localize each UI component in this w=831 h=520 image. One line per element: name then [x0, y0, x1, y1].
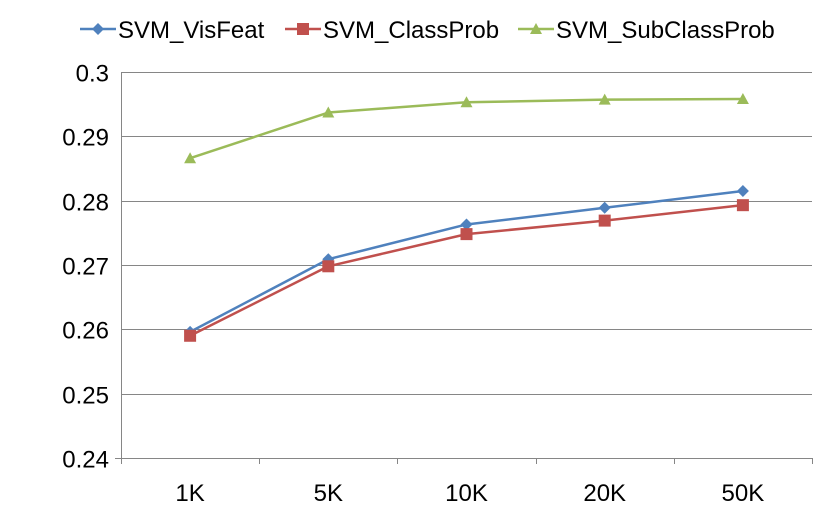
y-tick-label: 0.27	[62, 254, 109, 281]
data-point	[322, 106, 335, 118]
legend-item: SVM_ClassProb	[285, 17, 499, 44]
grid-layer	[121, 72, 812, 395]
x-tick-label: 20K	[583, 480, 626, 507]
data-point	[598, 93, 611, 105]
axis-layer: 0.24 0.25 0.26 0.27 0.28 0.29 0.3 1K 5K 10K 20K 50K	[62, 61, 813, 507]
data-point	[460, 96, 473, 108]
data-point	[460, 218, 473, 231]
legend-marker	[530, 23, 542, 34]
legend-label: SVM_ClassProb	[323, 17, 499, 44]
data-point	[184, 152, 197, 164]
data-point	[736, 199, 749, 212]
legend-item: SVM_SubClassProb	[518, 17, 775, 44]
data-point	[736, 185, 749, 198]
y-tick-label: 0.25	[62, 383, 109, 410]
y-tick-label: 0.28	[62, 190, 109, 217]
series-svm-subclassprob	[184, 93, 749, 164]
x-tick-label: 10K	[445, 480, 488, 507]
legend-item: SVM_VisFeat	[80, 17, 265, 44]
data-point	[322, 260, 335, 273]
series-layer	[184, 93, 749, 342]
x-tick-label: 50K	[722, 480, 765, 507]
y-tick-label: 0.26	[62, 318, 109, 345]
data-point	[460, 228, 473, 241]
data-point	[598, 214, 611, 227]
y-tick-label: 0.29	[62, 125, 109, 152]
series-svm-classprob	[184, 199, 749, 342]
legend-marker	[297, 23, 309, 35]
series-line	[189, 97, 743, 160]
y-tick-label: 0.3	[76, 61, 109, 88]
x-tick-label: 1K	[175, 480, 204, 507]
legend-label: SVM_SubClassProb	[556, 17, 775, 44]
data-point	[598, 201, 611, 214]
legend-marker	[92, 23, 104, 35]
legend-label: SVM_VisFeat	[118, 17, 265, 44]
y-tick-label: 0.24	[62, 447, 109, 474]
series-line	[189, 189, 744, 334]
legend: SVM_VisFeat SVM_ClassProb SVM_SubClassProb	[80, 17, 775, 44]
x-tick-label: 5K	[314, 480, 343, 507]
data-point	[184, 329, 197, 342]
series-svm-visfeat	[184, 185, 749, 338]
data-point	[736, 93, 749, 105]
